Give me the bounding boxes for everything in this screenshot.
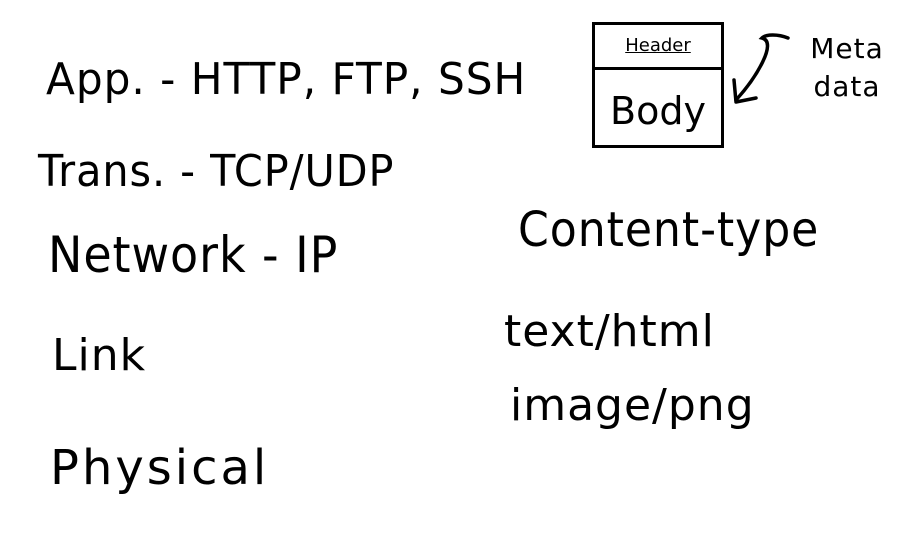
layer-network: Network - IP <box>48 226 339 284</box>
layer-app: App. - HTTP, FTP, SSH <box>46 54 527 105</box>
content-type-heading: Content-type <box>518 202 820 258</box>
arrow-icon <box>732 33 790 104</box>
message-diagram-box: Header Body <box>592 22 724 148</box>
metadata-annotation: Meta data <box>810 32 884 103</box>
body-label: Body <box>610 89 706 133</box>
layer-physical: Physical <box>50 440 270 496</box>
mime-type-image-png: image/png <box>510 380 755 431</box>
mime-type-text-html: text/html <box>504 306 715 357</box>
header-body-divider <box>595 67 721 70</box>
header-label: Header <box>625 35 691 56</box>
layer-link: Link <box>52 330 147 381</box>
layer-transport: Trans. - TCP/UDP <box>38 146 395 197</box>
